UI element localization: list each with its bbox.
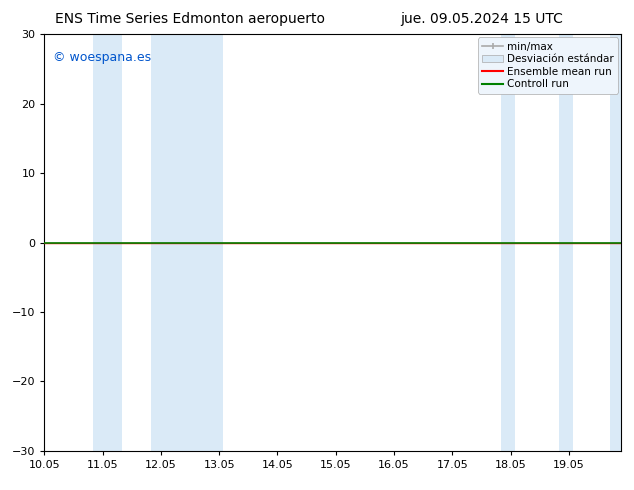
Bar <box>151 34 223 451</box>
Bar <box>559 34 573 451</box>
Text: jue. 09.05.2024 15 UTC: jue. 09.05.2024 15 UTC <box>401 12 563 26</box>
Legend: min/max, Desviación estándar, Ensemble mean run, Controll run: min/max, Desviación estándar, Ensemble m… <box>478 37 618 94</box>
Text: ENS Time Series Edmonton aeropuerto: ENS Time Series Edmonton aeropuerto <box>55 12 325 26</box>
Bar <box>610 34 621 451</box>
Bar <box>93 34 122 451</box>
Text: © woespana.es: © woespana.es <box>53 51 151 64</box>
Bar <box>501 34 515 451</box>
